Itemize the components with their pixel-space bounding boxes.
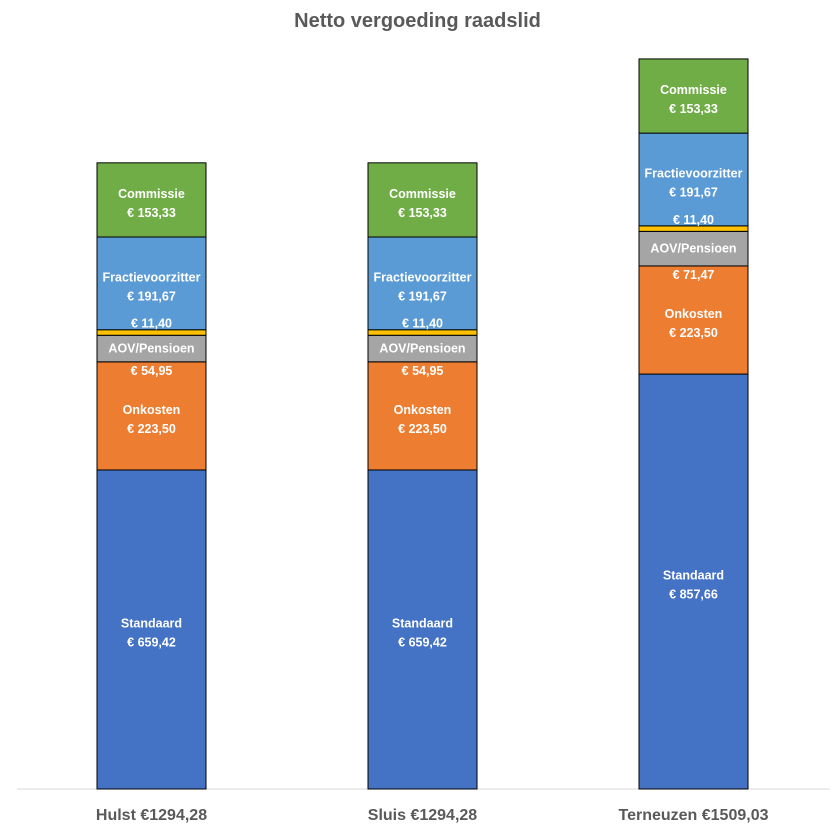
segment-series-label: Fractievoorzitter (374, 270, 472, 284)
bar-segment (96, 334, 207, 363)
x-tick-label: Terneuzen €1509,03 (618, 807, 768, 824)
bar-segment (638, 132, 749, 227)
data-label: € 153,33 (669, 102, 718, 116)
x-tick-label: Hulst €1294,28 (96, 807, 207, 824)
bar-segment (638, 373, 749, 790)
chart-title: Netto vergoeding raadslid (294, 10, 541, 32)
bar-segment (367, 469, 478, 790)
bar-segment (96, 361, 207, 471)
segment-series-label: Standaard (392, 616, 453, 630)
segment-series-label: Onkosten (394, 403, 452, 417)
bar-segment (367, 162, 478, 238)
segment-series-label: Standaard (663, 569, 724, 583)
segment-series-label: Standaard (121, 616, 182, 630)
data-label: € 11,40 (402, 317, 443, 331)
segment-series-label: Onkosten (665, 307, 723, 321)
segment-series-label: Commissie (660, 83, 727, 97)
data-label: € 191,67 (398, 289, 447, 303)
bar-segment (367, 334, 478, 363)
data-label: € 223,50 (127, 422, 176, 436)
data-label: € 153,33 (127, 206, 176, 220)
bar-segment (638, 265, 749, 375)
data-label: € 223,50 (398, 422, 447, 436)
data-label: € 191,67 (127, 289, 176, 303)
bar-segment (96, 162, 207, 238)
bar-segment (367, 236, 478, 331)
segment-series-label: AOV/Pensioen (650, 242, 736, 256)
segment-series-label: AOV/Pensioen (108, 342, 194, 356)
segment-series-label: Onkosten (123, 403, 181, 417)
bar-segment (96, 469, 207, 790)
data-label: € 11,40 (131, 317, 172, 331)
data-label: € 191,67 (669, 185, 718, 199)
data-label: € 659,42 (398, 635, 447, 649)
x-tick-label: Sluis €1294,28 (368, 807, 478, 824)
data-label: € 54,95 (402, 364, 444, 378)
data-label: € 223,50 (669, 326, 718, 340)
segment-series-label: Fractievoorzitter (645, 166, 743, 180)
bar-segment (367, 361, 478, 471)
bar-segment (96, 236, 207, 331)
segment-series-label: AOV/Pensioen (379, 342, 465, 356)
segment-series-label: Fractievoorzitter (103, 270, 201, 284)
bar-segment (638, 230, 749, 267)
data-label: € 54,95 (131, 364, 173, 378)
bar-segment (638, 58, 749, 134)
data-label: € 659,42 (127, 635, 176, 649)
data-label: € 71,47 (673, 268, 715, 282)
data-label: € 153,33 (398, 206, 447, 220)
data-label: € 11,40 (673, 213, 714, 227)
segment-series-label: Commissie (389, 187, 456, 201)
segment-series-label: Commissie (118, 187, 185, 201)
data-label: € 857,66 (669, 588, 718, 602)
